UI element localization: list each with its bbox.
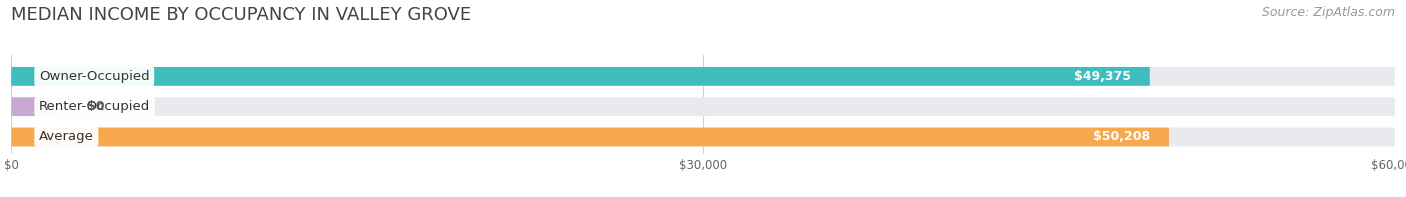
Text: $0: $0 [87,100,105,113]
Text: MEDIAN INCOME BY OCCUPANCY IN VALLEY GROVE: MEDIAN INCOME BY OCCUPANCY IN VALLEY GRO… [11,6,471,24]
FancyBboxPatch shape [11,67,1150,86]
Text: $50,208: $50,208 [1094,130,1150,143]
FancyBboxPatch shape [11,97,53,116]
FancyBboxPatch shape [11,67,1395,86]
Text: Owner-Occupied: Owner-Occupied [39,70,149,83]
Text: Source: ZipAtlas.com: Source: ZipAtlas.com [1261,6,1395,19]
Text: Renter-Occupied: Renter-Occupied [39,100,150,113]
FancyBboxPatch shape [11,128,1168,146]
FancyBboxPatch shape [11,128,1395,146]
FancyBboxPatch shape [11,97,1395,116]
Text: Average: Average [39,130,94,143]
Text: $49,375: $49,375 [1074,70,1132,83]
